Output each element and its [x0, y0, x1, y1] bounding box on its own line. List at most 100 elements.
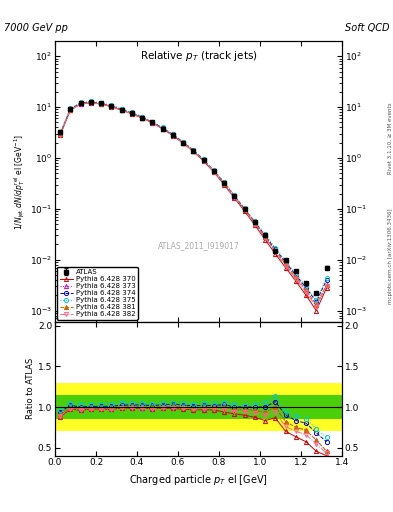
- Pythia 6.428 374: [294, 272, 298, 278]
- Pythia 6.428 370: [242, 208, 247, 215]
- Pythia 6.428 373: [252, 220, 257, 226]
- Pythia 6.428 375: [78, 99, 83, 105]
- Pythia 6.428 381: [314, 302, 319, 308]
- Pythia 6.428 374: [119, 106, 124, 113]
- Pythia 6.428 382: [130, 111, 134, 117]
- Pythia 6.428 373: [78, 100, 83, 106]
- Pythia 6.428 382: [191, 148, 196, 154]
- Text: Soft QCD: Soft QCD: [345, 23, 389, 33]
- Pythia 6.428 381: [283, 261, 288, 267]
- Pythia 6.428 381: [160, 125, 165, 132]
- Pythia 6.428 375: [211, 167, 216, 173]
- Y-axis label: $1/N_\mathrm{jet}\ dN/dp^\mathrm{rel}_T\ \mathrm{el}\ [\mathrm{GeV}^{-1}]$: $1/N_\mathrm{jet}\ dN/dp^\mathrm{rel}_T\…: [13, 133, 27, 229]
- Pythia 6.428 373: [222, 180, 226, 186]
- Pythia 6.428 373: [140, 115, 145, 121]
- Pythia 6.428 375: [181, 139, 185, 145]
- Line: Pythia 6.428 381: Pythia 6.428 381: [58, 100, 329, 307]
- Pythia 6.428 374: [181, 139, 185, 145]
- Pythia 6.428 370: [211, 169, 216, 175]
- Pythia 6.428 370: [99, 101, 103, 107]
- Pythia 6.428 370: [283, 265, 288, 271]
- Pythia 6.428 374: [130, 110, 134, 116]
- Pythia 6.428 370: [263, 237, 267, 243]
- Pythia 6.428 374: [324, 277, 329, 283]
- Line: Pythia 6.428 373: Pythia 6.428 373: [58, 100, 329, 307]
- Pythia 6.428 374: [109, 103, 114, 109]
- Pythia 6.428 375: [130, 109, 134, 115]
- Pythia 6.428 375: [109, 102, 114, 109]
- Pythia 6.428 381: [140, 115, 145, 121]
- Pythia 6.428 375: [294, 271, 298, 277]
- Pythia 6.428 370: [222, 182, 226, 188]
- Pythia 6.428 381: [68, 106, 73, 113]
- Pythia 6.428 382: [88, 100, 93, 106]
- Pythia 6.428 382: [68, 107, 73, 113]
- Pythia 6.428 370: [88, 100, 93, 106]
- Pythia 6.428 375: [68, 105, 73, 111]
- Pythia 6.428 375: [119, 105, 124, 112]
- Pythia 6.428 381: [191, 147, 196, 154]
- Pythia 6.428 381: [181, 139, 185, 145]
- Pythia 6.428 381: [211, 168, 216, 174]
- Pythia 6.428 381: [294, 274, 298, 281]
- Pythia 6.428 374: [242, 206, 247, 212]
- Pythia 6.428 373: [88, 99, 93, 105]
- Pythia 6.428 373: [273, 248, 278, 254]
- Pythia 6.428 381: [171, 132, 175, 138]
- Pythia 6.428 373: [294, 274, 298, 281]
- Pythia 6.428 382: [99, 101, 103, 107]
- Pythia 6.428 374: [78, 100, 83, 106]
- Pythia 6.428 375: [58, 130, 62, 136]
- Pythia 6.428 370: [109, 103, 114, 110]
- Pythia 6.428 381: [273, 248, 278, 254]
- Pythia 6.428 374: [68, 106, 73, 112]
- Pythia 6.428 373: [150, 120, 155, 126]
- Pythia 6.428 382: [160, 126, 165, 132]
- Pythia 6.428 374: [232, 193, 237, 199]
- Pythia 6.428 373: [242, 206, 247, 212]
- Pythia 6.428 382: [78, 101, 83, 107]
- Pythia 6.428 370: [201, 158, 206, 164]
- Pythia 6.428 381: [130, 110, 134, 116]
- Pythia 6.428 370: [181, 140, 185, 146]
- Pythia 6.428 382: [119, 107, 124, 113]
- Pythia 6.428 381: [304, 287, 309, 293]
- Pythia 6.428 370: [252, 222, 257, 228]
- Pythia 6.428 381: [58, 132, 62, 138]
- Pythia 6.428 373: [324, 282, 329, 288]
- Pythia 6.428 374: [222, 179, 226, 185]
- Text: Rivet 3.1.10, ≥ 3M events: Rivet 3.1.10, ≥ 3M events: [388, 102, 393, 174]
- Pythia 6.428 374: [171, 132, 175, 138]
- Pythia 6.428 375: [232, 192, 237, 198]
- Pythia 6.428 374: [191, 147, 196, 153]
- Pythia 6.428 382: [150, 120, 155, 126]
- X-axis label: Charged particle $p_T$ el [GeV]: Charged particle $p_T$ el [GeV]: [129, 473, 268, 487]
- Pythia 6.428 382: [232, 194, 237, 200]
- Pythia 6.428 382: [58, 132, 62, 138]
- Pythia 6.428 374: [88, 99, 93, 105]
- Pythia 6.428 374: [252, 219, 257, 225]
- Pythia 6.428 374: [314, 298, 319, 305]
- Pythia 6.428 373: [211, 168, 216, 174]
- Pythia 6.428 375: [283, 258, 288, 264]
- Pythia 6.428 382: [314, 304, 319, 310]
- Pythia 6.428 375: [171, 131, 175, 137]
- Pythia 6.428 373: [130, 111, 134, 117]
- Pythia 6.428 382: [263, 234, 267, 241]
- Pythia 6.428 382: [222, 181, 226, 187]
- Pythia 6.428 373: [99, 101, 103, 107]
- Pythia 6.428 373: [314, 302, 319, 308]
- Pythia 6.428 381: [201, 157, 206, 163]
- Pythia 6.428 370: [232, 195, 237, 201]
- Pythia 6.428 375: [222, 179, 226, 185]
- Pythia 6.428 370: [304, 292, 309, 298]
- Pythia 6.428 373: [58, 132, 62, 138]
- Line: Pythia 6.428 382: Pythia 6.428 382: [58, 101, 329, 309]
- Pythia 6.428 374: [283, 259, 288, 265]
- Pythia 6.428 370: [294, 278, 298, 284]
- Pythia 6.428 382: [181, 140, 185, 146]
- Pythia 6.428 370: [191, 148, 196, 155]
- Pythia 6.428 375: [140, 114, 145, 120]
- Pythia 6.428 375: [242, 205, 247, 211]
- Pythia 6.428 375: [314, 297, 319, 303]
